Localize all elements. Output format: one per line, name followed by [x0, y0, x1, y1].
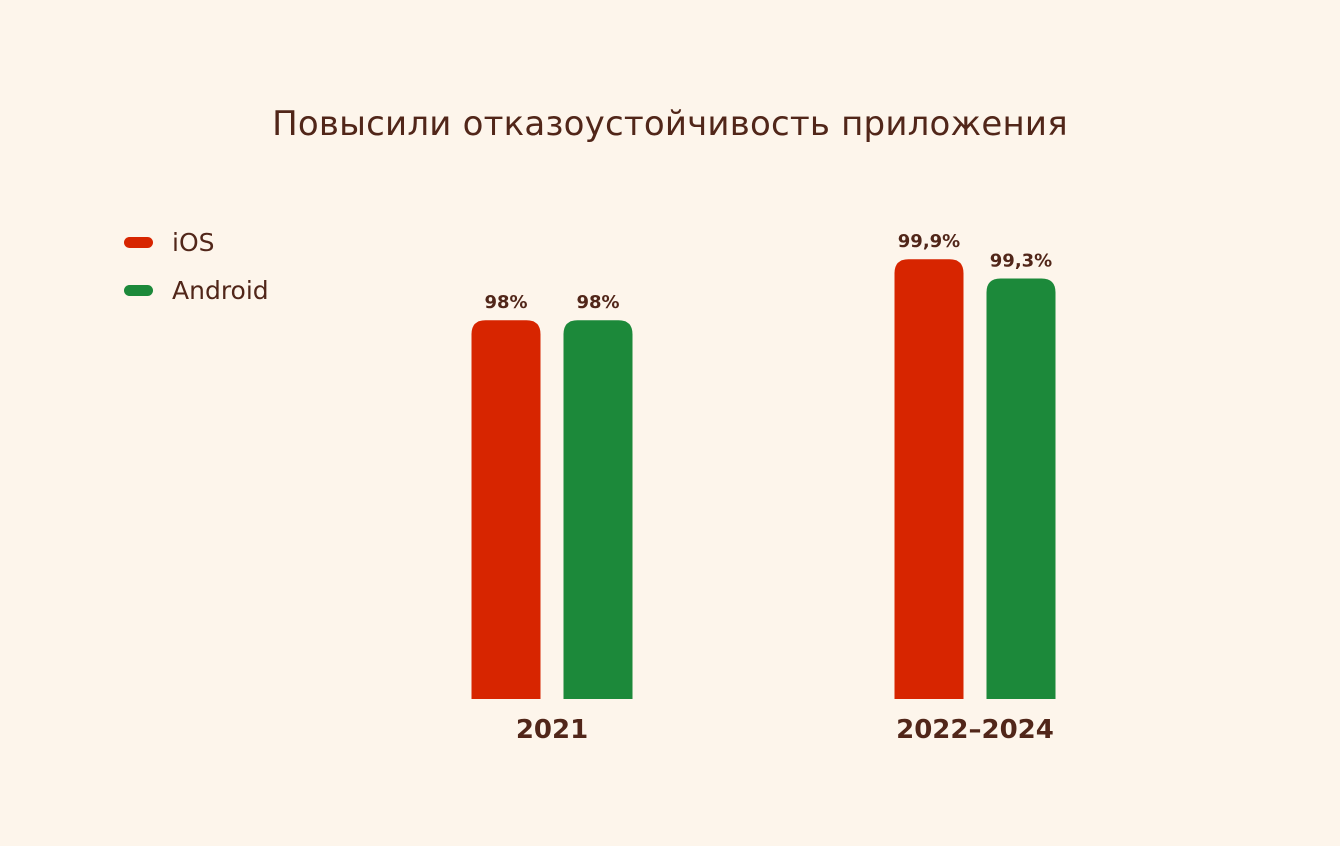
legend-swatch-android — [124, 285, 153, 296]
bar-ios-2022–2024 — [894, 259, 964, 699]
value-label-android-2021: 98% — [576, 292, 619, 313]
legend-swatch-ios — [124, 237, 153, 248]
category-label-2022–2024: 2022–2024 — [896, 715, 1054, 745]
category-label-2021: 2021 — [516, 715, 588, 745]
chart-title: Повысили отказоустойчивость приложения — [272, 104, 1068, 144]
legend-label-android: Android — [172, 276, 269, 305]
value-label-ios-2022–2024: 99,9% — [898, 231, 960, 252]
bar-ios-2021 — [471, 320, 541, 699]
legend-label-ios: iOS — [172, 228, 215, 257]
value-label-android-2022–2024: 99,3% — [990, 250, 1052, 271]
legend-item-ios: iOS — [124, 228, 215, 257]
bar-android-2021 — [563, 320, 633, 699]
bar-android-2022–2024 — [986, 278, 1056, 699]
legend-item-android: Android — [124, 276, 269, 305]
value-label-ios-2021: 98% — [484, 292, 527, 313]
